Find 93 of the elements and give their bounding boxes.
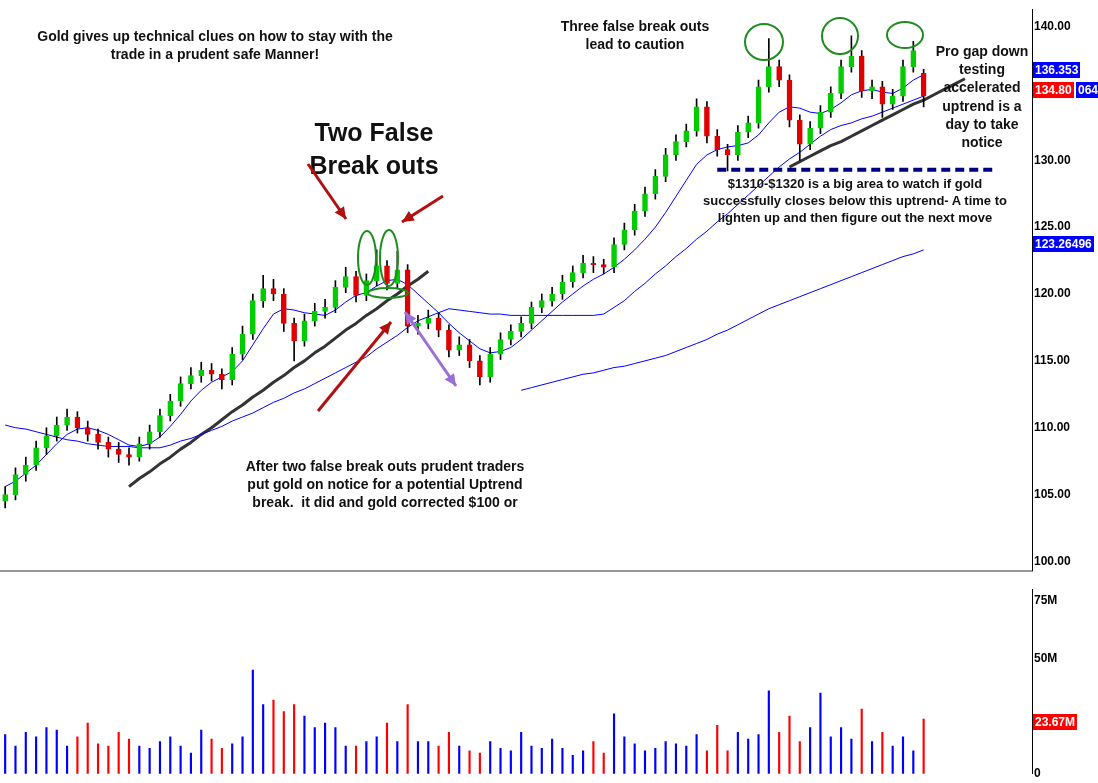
bar bbox=[809, 727, 812, 774]
text: 064 bbox=[1076, 82, 1098, 98]
text: 23.67M bbox=[1033, 714, 1078, 730]
bar bbox=[674, 743, 678, 774]
y-tick-label: 130.00 bbox=[1034, 152, 1072, 167]
bar bbox=[416, 741, 420, 774]
bar bbox=[35, 736, 38, 774]
bar bbox=[313, 727, 316, 774]
bar bbox=[76, 736, 79, 774]
y-tick-label: 50M bbox=[1034, 650, 1058, 665]
bar bbox=[45, 727, 48, 774]
bar bbox=[860, 708, 863, 774]
bar bbox=[850, 738, 853, 774]
bar bbox=[86, 722, 89, 774]
text: 136.353 bbox=[1033, 62, 1081, 78]
bar bbox=[881, 731, 884, 774]
bar bbox=[798, 741, 801, 774]
bar bbox=[127, 738, 131, 774]
annotation: After two false break outs prudent traders put gold on notice for a potential Uptrend break. it did and gold corrected $100 or bbox=[244, 457, 526, 512]
bar bbox=[767, 690, 770, 774]
text: 123.26496 bbox=[1033, 236, 1094, 252]
bar bbox=[200, 729, 203, 774]
bar bbox=[262, 704, 265, 774]
bar bbox=[24, 731, 27, 774]
bar bbox=[375, 736, 378, 774]
y-tick-label: 140.00 bbox=[1034, 18, 1072, 33]
bar bbox=[96, 743, 100, 774]
bar bbox=[788, 715, 791, 774]
bar bbox=[726, 750, 729, 774]
bar bbox=[509, 750, 512, 774]
text: 134.80 bbox=[1033, 82, 1074, 98]
bar bbox=[623, 736, 626, 774]
bar bbox=[468, 750, 471, 774]
y-tick-label: 100.00 bbox=[1034, 553, 1072, 568]
bar bbox=[592, 741, 595, 774]
bar bbox=[251, 669, 254, 774]
bar bbox=[829, 736, 832, 774]
bar bbox=[530, 745, 533, 774]
bar bbox=[840, 727, 843, 774]
bar bbox=[870, 741, 874, 774]
bar bbox=[612, 713, 616, 774]
bar bbox=[14, 745, 17, 774]
bar bbox=[396, 741, 399, 774]
y-tick-label: 105.00 bbox=[1034, 486, 1072, 501]
bar bbox=[633, 743, 636, 774]
bar bbox=[582, 750, 585, 774]
bar bbox=[695, 734, 698, 774]
bar bbox=[324, 722, 327, 774]
bar bbox=[901, 736, 905, 774]
bar bbox=[520, 731, 523, 774]
y-tick-label: 75M bbox=[1034, 593, 1058, 608]
annotation: Three false break outs lead to caution bbox=[559, 17, 711, 54]
annotation: Gold gives up technical clues on how to stay with the trade in a prudent safe Manner! bbox=[36, 27, 394, 64]
bar bbox=[303, 715, 306, 774]
bar bbox=[551, 738, 554, 774]
bar bbox=[747, 738, 750, 774]
bar bbox=[561, 748, 564, 774]
bar bbox=[912, 750, 915, 774]
bar bbox=[716, 725, 719, 774]
bar bbox=[169, 736, 172, 774]
bar bbox=[447, 731, 450, 774]
y-tick-label: 125.00 bbox=[1034, 219, 1072, 234]
bar bbox=[922, 718, 925, 774]
bar bbox=[736, 731, 739, 774]
bar bbox=[427, 741, 430, 774]
y-tick-label: 0 bbox=[1034, 766, 1041, 781]
annotation: Two False Break outs bbox=[308, 117, 440, 181]
bar bbox=[385, 722, 389, 774]
bar bbox=[210, 738, 213, 774]
bar bbox=[334, 727, 337, 774]
bar bbox=[406, 704, 409, 774]
bar bbox=[231, 743, 234, 774]
bar bbox=[365, 741, 368, 774]
bar bbox=[293, 704, 296, 774]
bar bbox=[241, 736, 244, 774]
y-tick-label: 110.00 bbox=[1034, 420, 1071, 435]
bar bbox=[117, 731, 120, 774]
bar bbox=[55, 729, 58, 774]
bar bbox=[282, 711, 285, 774]
bar bbox=[158, 741, 162, 774]
bar bbox=[272, 699, 275, 774]
bar bbox=[705, 750, 708, 774]
y-tick-label: 120.00 bbox=[1034, 286, 1072, 301]
bar bbox=[499, 748, 502, 774]
bar bbox=[757, 734, 760, 774]
y-tick-label: 115.00 bbox=[1034, 353, 1071, 368]
bar bbox=[4, 734, 7, 774]
bar bbox=[489, 741, 492, 774]
bar bbox=[778, 731, 781, 774]
annotation: Pro gap down testing accelerated uptrend is a day to take notice bbox=[934, 42, 1030, 152]
bar bbox=[819, 692, 822, 774]
bar bbox=[643, 750, 647, 774]
bar bbox=[664, 741, 667, 774]
